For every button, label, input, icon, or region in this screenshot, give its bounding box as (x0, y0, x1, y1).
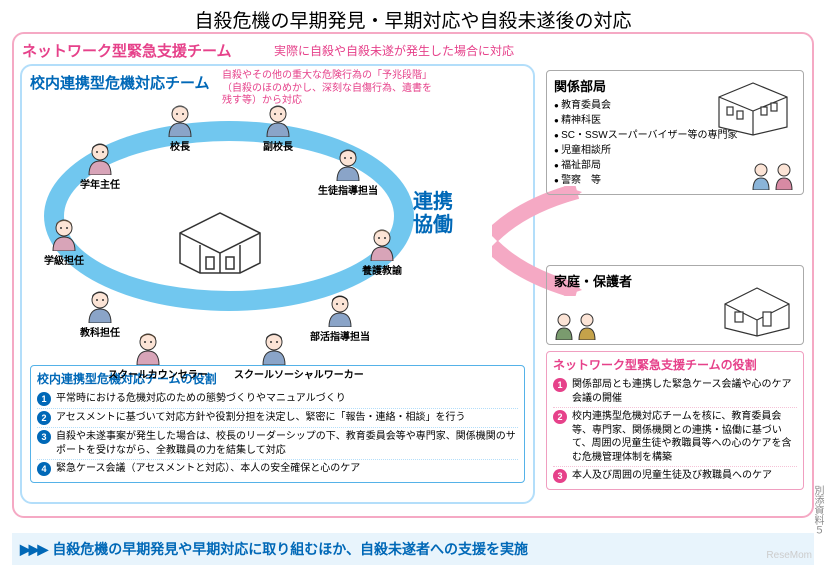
family-pair-icon (553, 312, 598, 340)
role-number-badge: 2 (553, 410, 567, 424)
page-title: 自殺危機の早期発見・早期対応や自殺未遂後の対応 (0, 6, 826, 33)
school-role-item: 3 自殺や未遂事案が発生した場合は、校長のリーダーシップの下、教育委員会等や専門家… (37, 427, 518, 459)
staff-pair-icon (750, 162, 795, 190)
related-item: 福祉部局 (554, 160, 601, 171)
role-text: 本人及び周囲の児童生徒及び教職員へのケア (572, 469, 772, 483)
staff-生徒指導担当: 生徒指導担当 (308, 145, 388, 197)
person-label: スクールソーシャルワーカー (234, 366, 314, 381)
right-column: 関係部局 教育委員会精神科医SC・SSWスーパーバイザー等の専門家児童相談所福祉… (546, 70, 804, 490)
team-circle-diagram: 校長副校長学年主任生徒指導担当学級担任養護教諭教科担任部活指導担当スクールカウン… (30, 95, 525, 363)
person-label: スクールカウンセラー (108, 366, 188, 381)
family-box: 家庭・保護者 (546, 265, 804, 345)
network-team-section: ネットワーク型緊急支援チーム 実際に自殺や自殺未遂が発生した場合に対応 校内連携… (12, 32, 814, 518)
staff-副校長: 副校長 (238, 101, 318, 153)
attachment-label: 別添資料５ (810, 485, 825, 535)
network-team-roles-title: ネットワーク型緊急支援チームの役割 (553, 356, 797, 373)
cooperation-word-2: 協働 (413, 214, 453, 237)
person-avatar-icon (46, 215, 82, 251)
role-text: 平常時における危機対応のための態勢づくりやマニュアルづくり (56, 392, 346, 406)
house-icon (715, 276, 799, 338)
person-label: 学年主任 (60, 176, 140, 191)
cooperation-word-1: 連携 (413, 191, 453, 214)
watermark: ReseMom (766, 550, 812, 561)
staff-校長: 校長 (140, 101, 220, 153)
person-label: 副校長 (238, 138, 318, 153)
related-item: 警察 等 (554, 175, 601, 186)
role-number-badge: 1 (553, 378, 567, 392)
network-team-subtitle: 実際に自殺や自殺未遂が発生した場合に対応 (274, 42, 514, 59)
school-role-item: 2 アセスメントに基づいて対応方針や役割分担を決定し、緊密に「報告・連絡・相談」を… (37, 408, 518, 427)
bottom-summary-bar: ▶▶▶ 自殺危機の早期発見や早期対応に取り組むほか、自殺未遂者への支援を実施 (12, 533, 814, 565)
role-number-badge: 4 (37, 462, 51, 476)
network-role-item: 2 校内連携型危機対応チームを核に、教育委員会等、専門家、関係機関との連携・協働に… (553, 407, 797, 466)
related-item: SC・SSWスーパーバイザー等の専門家 (554, 130, 738, 141)
person-avatar-icon (364, 225, 400, 261)
person-avatar-icon (162, 101, 198, 137)
staff-養護教諭: 養護教諭 (342, 225, 422, 277)
staff-学級担任: 学級担任 (24, 215, 104, 267)
related-item: 精神科医 (554, 115, 601, 126)
role-text: 校内連携型危機対応チームを核に、教育委員会等、専門家、関係機関との連携・協働に基… (572, 410, 797, 464)
cooperation-label: 連携 協働 (413, 191, 453, 237)
school-team-roles-box: 校内連携型危機対応チームの役割 1平常時における危機対応のための態勢づくりやマニ… (30, 365, 525, 483)
network-role-item: 1 関係部局とも連携した緊急ケース会議や心のケア会議の開催 (553, 376, 797, 407)
person-label: 養護教諭 (342, 262, 422, 277)
related-item: 教育委員会 (554, 100, 611, 111)
triangle-bullets-icon: ▶▶▶ (20, 541, 46, 558)
role-text: アセスメントに基づいて対応方針や役割分担を決定し、緊密に「報告・連絡・相談」を行… (56, 411, 466, 425)
person-avatar-icon (130, 329, 166, 365)
person-avatar-icon (82, 287, 118, 323)
school-role-item: 4 緊急ケース会議（アセスメントと対応）、本人の安全確保と心のケア (37, 459, 518, 478)
staff-スクールソーシャルワーカー: スクールソーシャルワーカー (234, 329, 314, 381)
role-text: 緊急ケース会議（アセスメントと対応）、本人の安全確保と心のケア (56, 462, 360, 476)
role-number-badge: 3 (553, 469, 567, 483)
staff-スクールカウンセラー: スクールカウンセラー (108, 329, 188, 381)
person-avatar-icon (322, 291, 358, 327)
person-avatar-icon (260, 101, 296, 137)
person-avatar-icon (330, 145, 366, 181)
staff-学年主任: 学年主任 (60, 139, 140, 191)
role-number-badge: 2 (37, 411, 51, 425)
related-departments-box: 関係部局 教育委員会精神科医SC・SSWスーパーバイザー等の専門家児童相談所福祉… (546, 70, 804, 195)
school-team-section: 校内連携型危機対応チーム 自殺やその他の重大な危険行為の「予兆段階」（自殺のほの… (20, 64, 535, 504)
person-label: 生徒指導担当 (308, 182, 388, 197)
school-building-icon (170, 203, 270, 281)
school-role-item: 1 平常時における危機対応のための態勢づくりやマニュアルづくり (37, 390, 518, 408)
role-number-badge: 1 (37, 392, 51, 406)
network-team-roles-box: ネットワーク型緊急支援チームの役割 1 関係部局とも連携した緊急ケース会議や心のケ… (546, 351, 804, 490)
person-label: 学級担任 (24, 252, 104, 267)
related-item: 児童相談所 (554, 145, 611, 156)
role-number-badge: 3 (37, 430, 51, 444)
person-label: 校長 (140, 138, 220, 153)
network-role-item: 3 本人及び周囲の児童生徒及び教職員へのケア (553, 466, 797, 485)
role-text: 自殺や未遂事案が発生した場合は、校長のリーダーシップの下、教育委員会等や専門家、… (56, 430, 518, 457)
role-text: 関係部局とも連携した緊急ケース会議や心のケア会議の開催 (572, 378, 797, 405)
bottom-summary-text: 自殺危機の早期発見や早期対応に取り組むほか、自殺未遂者への支援を実施 (52, 539, 528, 559)
office-building-icon (715, 77, 799, 139)
person-avatar-icon (82, 139, 118, 175)
person-avatar-icon (256, 329, 292, 365)
